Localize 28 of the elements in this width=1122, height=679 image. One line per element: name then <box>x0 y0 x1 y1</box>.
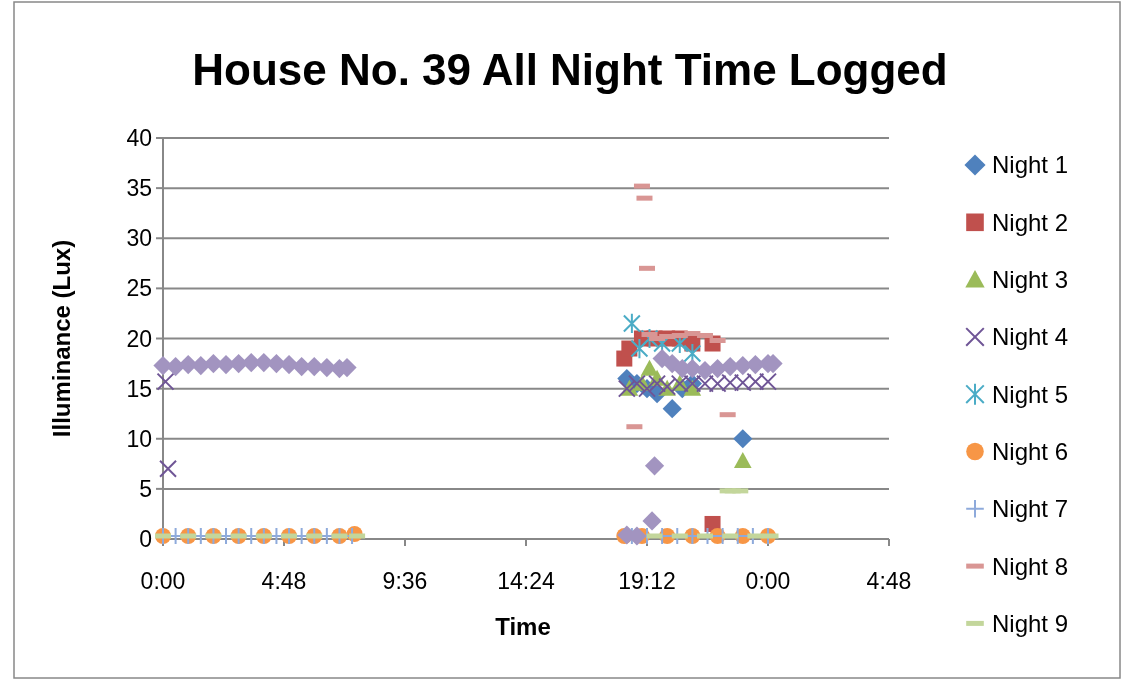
legend-label: Night 3 <box>992 266 1069 293</box>
y-axis-title: Illuminance (Lux) <box>48 239 75 438</box>
y-tick-label: 10 <box>126 425 152 452</box>
legend-label: Night 1 <box>992 151 1069 179</box>
y-tick-label: 5 <box>139 475 152 502</box>
x-tick-label: 19:12 <box>618 568 676 594</box>
x-tick-label: 4:48 <box>261 568 307 594</box>
y-tick-label: 35 <box>126 175 152 202</box>
y-tick-label: 15 <box>126 375 152 402</box>
legend-label: Night 8 <box>992 552 1069 580</box>
y-tick-label: 30 <box>126 225 152 252</box>
chart-title: House No. 39 All Night Time Logged <box>192 45 948 94</box>
legend-label: Night 7 <box>992 495 1069 523</box>
legend-label: Night 9 <box>992 609 1069 637</box>
y-tick-label: 20 <box>126 325 152 352</box>
x-axis-title: Time <box>495 613 551 640</box>
x-tick-label: 0:00 <box>140 568 186 594</box>
y-tick-label: 25 <box>126 275 152 302</box>
x-tick-label: 9:36 <box>382 568 428 594</box>
y-tick-label: 40 <box>126 125 152 152</box>
legend-label: Night 2 <box>992 208 1069 236</box>
x-tick-label: 14:24 <box>497 568 555 594</box>
y-tick-label: 0 <box>139 526 152 553</box>
x-tick-label: 0:00 <box>745 568 791 594</box>
x-tick-label: 4:48 <box>866 568 912 594</box>
legend-label: Night 4 <box>992 323 1069 351</box>
legend-label: Night 6 <box>992 437 1069 465</box>
legend-label: Night 5 <box>992 380 1069 408</box>
